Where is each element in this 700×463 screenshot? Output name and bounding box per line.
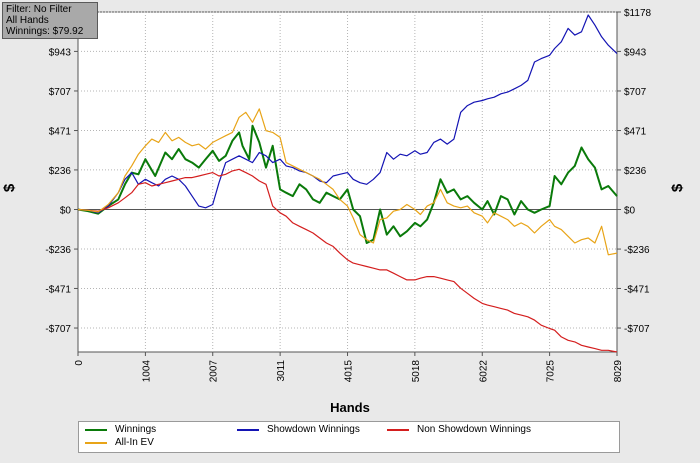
series-lines — [77, 14, 618, 353]
legend-swatch-winnings — [85, 429, 107, 431]
y-tick-label-left: -$471 — [45, 284, 71, 295]
y-tick-label-right: $0 — [624, 205, 636, 216]
y-tick-label-left: -$236 — [45, 245, 71, 256]
x-tick-label: 5018 — [411, 360, 422, 383]
y-tick-label-right: -$707 — [624, 324, 650, 335]
filter-info-box: Filter: No Filter All Hands Winnings: $7… — [2, 2, 98, 39]
series-line-all-in-ev — [77, 108, 618, 256]
y-tick-label-left: $236 — [49, 166, 72, 177]
legend-label-showdown-winnings: Showdown Winnings — [267, 424, 360, 435]
y-tick-label-left: -$707 — [45, 324, 71, 335]
x-tick-label: 4015 — [344, 360, 355, 383]
y-tick-label-right: $236 — [624, 166, 647, 177]
y-tick-label-right: $943 — [624, 47, 647, 58]
legend-swatch-showdown-winnings — [237, 429, 259, 431]
series-line-winnings — [77, 124, 618, 244]
legend-swatch-all-in-ev — [85, 442, 107, 444]
legend-swatch-non-showdown-winnings — [387, 429, 409, 431]
filter-label: Filter: No Filter — [6, 4, 72, 15]
x-tick-label: 3011 — [276, 360, 287, 382]
x-tick-label: 7025 — [546, 360, 557, 383]
legend: Winnings All-In EV Showdown Winnings Non… — [78, 421, 620, 453]
axes: -$707 -$707 -$471 -$471 -$236 -$236 $0 $0 $236 $2… — [44, 8, 652, 382]
winnings-label: Winnings: $79.92 — [6, 26, 84, 37]
y-tick-label-left: $707 — [49, 87, 72, 98]
series-line-non-showdown-winnings — [77, 168, 618, 353]
hands-label: All Hands — [6, 15, 49, 26]
y-tick-label-right: -$471 — [624, 284, 650, 295]
y-axis-label-right: $ — [669, 183, 686, 192]
x-tick-label: 2007 — [209, 360, 220, 383]
y-tick-label-left: $943 — [49, 47, 72, 58]
y-tick-label-left: $0 — [60, 205, 72, 216]
y-tick-label-right: $471 — [624, 127, 647, 138]
x-tick-label: 0 — [74, 360, 85, 366]
legend-label-all-in-ev: All-In EV — [115, 437, 154, 448]
y-tick-label-right: -$236 — [624, 245, 650, 256]
y-tick-label-left: $471 — [49, 127, 72, 138]
legend-label-non-showdown-winnings: Non Showdown Winnings — [417, 424, 531, 435]
legend-label-winnings: Winnings — [115, 424, 157, 435]
x-tick-label: 8029 — [613, 360, 624, 383]
y-tick-label-right: $1178 — [624, 8, 652, 19]
x-tick-label: 6022 — [478, 360, 489, 383]
y-axis-label-left: $ — [1, 183, 18, 192]
x-axis-label: Hands — [330, 400, 370, 415]
x-tick-label: 1004 — [141, 360, 152, 383]
y-tick-label-right: $707 — [624, 87, 647, 98]
